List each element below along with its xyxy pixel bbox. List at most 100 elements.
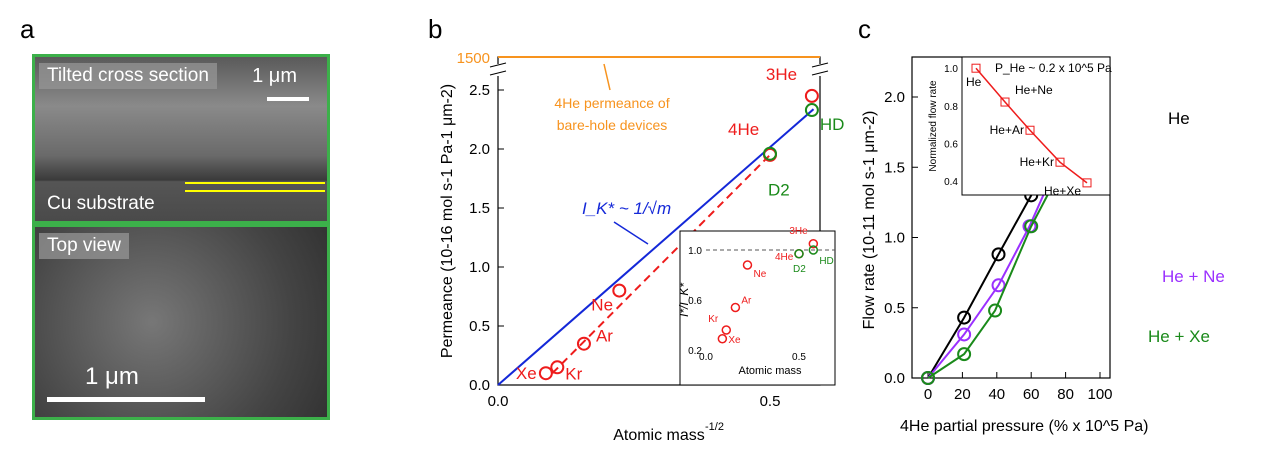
inset-point-label: Ar: [741, 296, 752, 307]
sem-cross-section-image: Tilted cross section 1 μm Cu substrate: [32, 54, 330, 224]
inset-point-label: D2: [793, 264, 806, 275]
x-axis-label-c: 4He partial pressure (% x 10^5 Pa): [900, 418, 1149, 435]
inset-point: [1082, 178, 1092, 188]
data-point: [1024, 219, 1039, 234]
inset-point: [1055, 157, 1065, 167]
data-point: [957, 347, 972, 362]
point-label: 3He: [766, 65, 797, 84]
point-label: Kr: [565, 364, 582, 383]
data-point: [538, 366, 553, 381]
inset-category-label: He+Xe: [1044, 184, 1081, 198]
inset-y-tick: 0.6: [688, 296, 702, 307]
inset-y-tick: 1.0: [688, 246, 702, 257]
image-label: Top view: [39, 233, 129, 259]
break-mark: [489, 62, 507, 68]
inset-y-tick: 0.6: [944, 139, 958, 150]
data-point: [921, 371, 935, 385]
x-tick-label: 80: [1057, 386, 1074, 403]
knudsen-arrow: [613, 221, 649, 245]
panel-label-a: a: [20, 14, 35, 44]
inset-note: P_He ~ 0.2 x 10^5 Pa: [995, 61, 1112, 75]
axis-break: [496, 64, 826, 76]
knudsen-label: I_K* ~ 1/√m: [582, 199, 671, 218]
x-tick-label: 0: [924, 386, 932, 403]
inset-point-label: Xe: [728, 335, 741, 346]
inset-y-label: I*/I_K*: [677, 283, 691, 317]
inset-x-label: Atomic mass: [739, 365, 802, 377]
inset-y-label: Normalized flow rate: [928, 80, 939, 172]
inset-point: [730, 302, 741, 313]
y-tick-label: 1500: [457, 50, 490, 67]
scale-label: 1 μm: [252, 65, 297, 87]
data-point: [991, 278, 1006, 293]
inset-point: [721, 325, 732, 335]
y-tick-label: 2.0: [884, 89, 905, 106]
inset-point-label: HD: [819, 256, 833, 267]
x-tick-label: 20: [954, 386, 971, 403]
x-tick-label: 0.5: [760, 393, 781, 410]
bare-hole-annotation: 4He permeance of bare-hole devices: [554, 95, 670, 133]
inset-point-label: Kr: [708, 314, 719, 325]
data-point: [550, 360, 565, 375]
inset-category-label: He+Kr: [1020, 155, 1054, 169]
data-point: [957, 310, 972, 325]
y-tick-label: 0.5: [469, 318, 490, 335]
y-tick-label: 0.0: [469, 377, 490, 394]
y-tick-label: 0.5: [884, 300, 905, 317]
y-tick-label: 1.5: [884, 159, 905, 176]
inset-point-label: 4He: [775, 252, 794, 263]
x-axis-label-exp: -1/2: [705, 421, 724, 433]
series-label: He + Xe: [1148, 327, 1210, 346]
y-tick-label: 2.5: [469, 82, 490, 99]
point-label: D2: [768, 181, 790, 200]
y-tick-label: 1.5: [469, 200, 490, 217]
inset-point-label: 3He: [789, 226, 808, 237]
inset-point: [1025, 125, 1035, 135]
knudsen-line: [497, 108, 815, 386]
scale-bar: [267, 97, 309, 101]
x-tick-label: 40: [988, 386, 1005, 403]
data-point: [957, 327, 972, 342]
data-point: [576, 336, 591, 351]
data-point: [804, 103, 819, 118]
inset-category-label: He: [966, 75, 982, 89]
data-point: [763, 146, 777, 161]
inset-point: [971, 63, 981, 73]
inset-x-tick: 0.5: [792, 352, 806, 363]
inset-point: [794, 249, 804, 259]
annotation-arrow: [603, 63, 611, 91]
scale-bar: [47, 397, 205, 402]
data-point: [991, 247, 1006, 262]
inset-frame: [679, 230, 836, 386]
inset-y-tick: 0.8: [944, 102, 958, 113]
y-axis-label: Permeance (10-16 mol s-1 Pa-1 μm-2): [439, 84, 456, 358]
inset-category-label: He+Ar: [990, 123, 1024, 137]
inset-point: [1000, 97, 1010, 107]
y-tick-label: 1.0: [884, 230, 905, 247]
panel-label-c: c: [858, 14, 871, 44]
inset-point: [808, 239, 819, 249]
inset-category-label: He+Ne: [1015, 83, 1053, 97]
y-tick-label: 0.0: [884, 370, 905, 387]
inset-y-tick: 0.4: [944, 177, 958, 188]
substrate-label: Cu substrate: [47, 193, 155, 214]
inset-point: [717, 334, 728, 344]
inset-point: [742, 260, 753, 270]
series-label: He + Ne: [1162, 267, 1225, 286]
point-label: Ar: [596, 327, 613, 346]
inset-fit: [975, 67, 1088, 184]
x-tick-label: 100: [1087, 386, 1112, 403]
break-mark: [811, 70, 829, 76]
point-label: HD: [820, 115, 845, 134]
y-tick-label: 1.0: [469, 259, 490, 276]
inset-point: [808, 245, 819, 255]
scale-label: 1 μm: [85, 363, 139, 390]
panel-label-b: b: [428, 14, 443, 44]
x-tick-label: 0.0: [488, 393, 509, 410]
y-axis-label: Flow rate (10-11 mol s-1 μm-2): [861, 111, 878, 330]
data-point: [804, 88, 819, 103]
break-mark: [489, 70, 507, 76]
x-axis-label: Atomic mass: [613, 427, 705, 444]
